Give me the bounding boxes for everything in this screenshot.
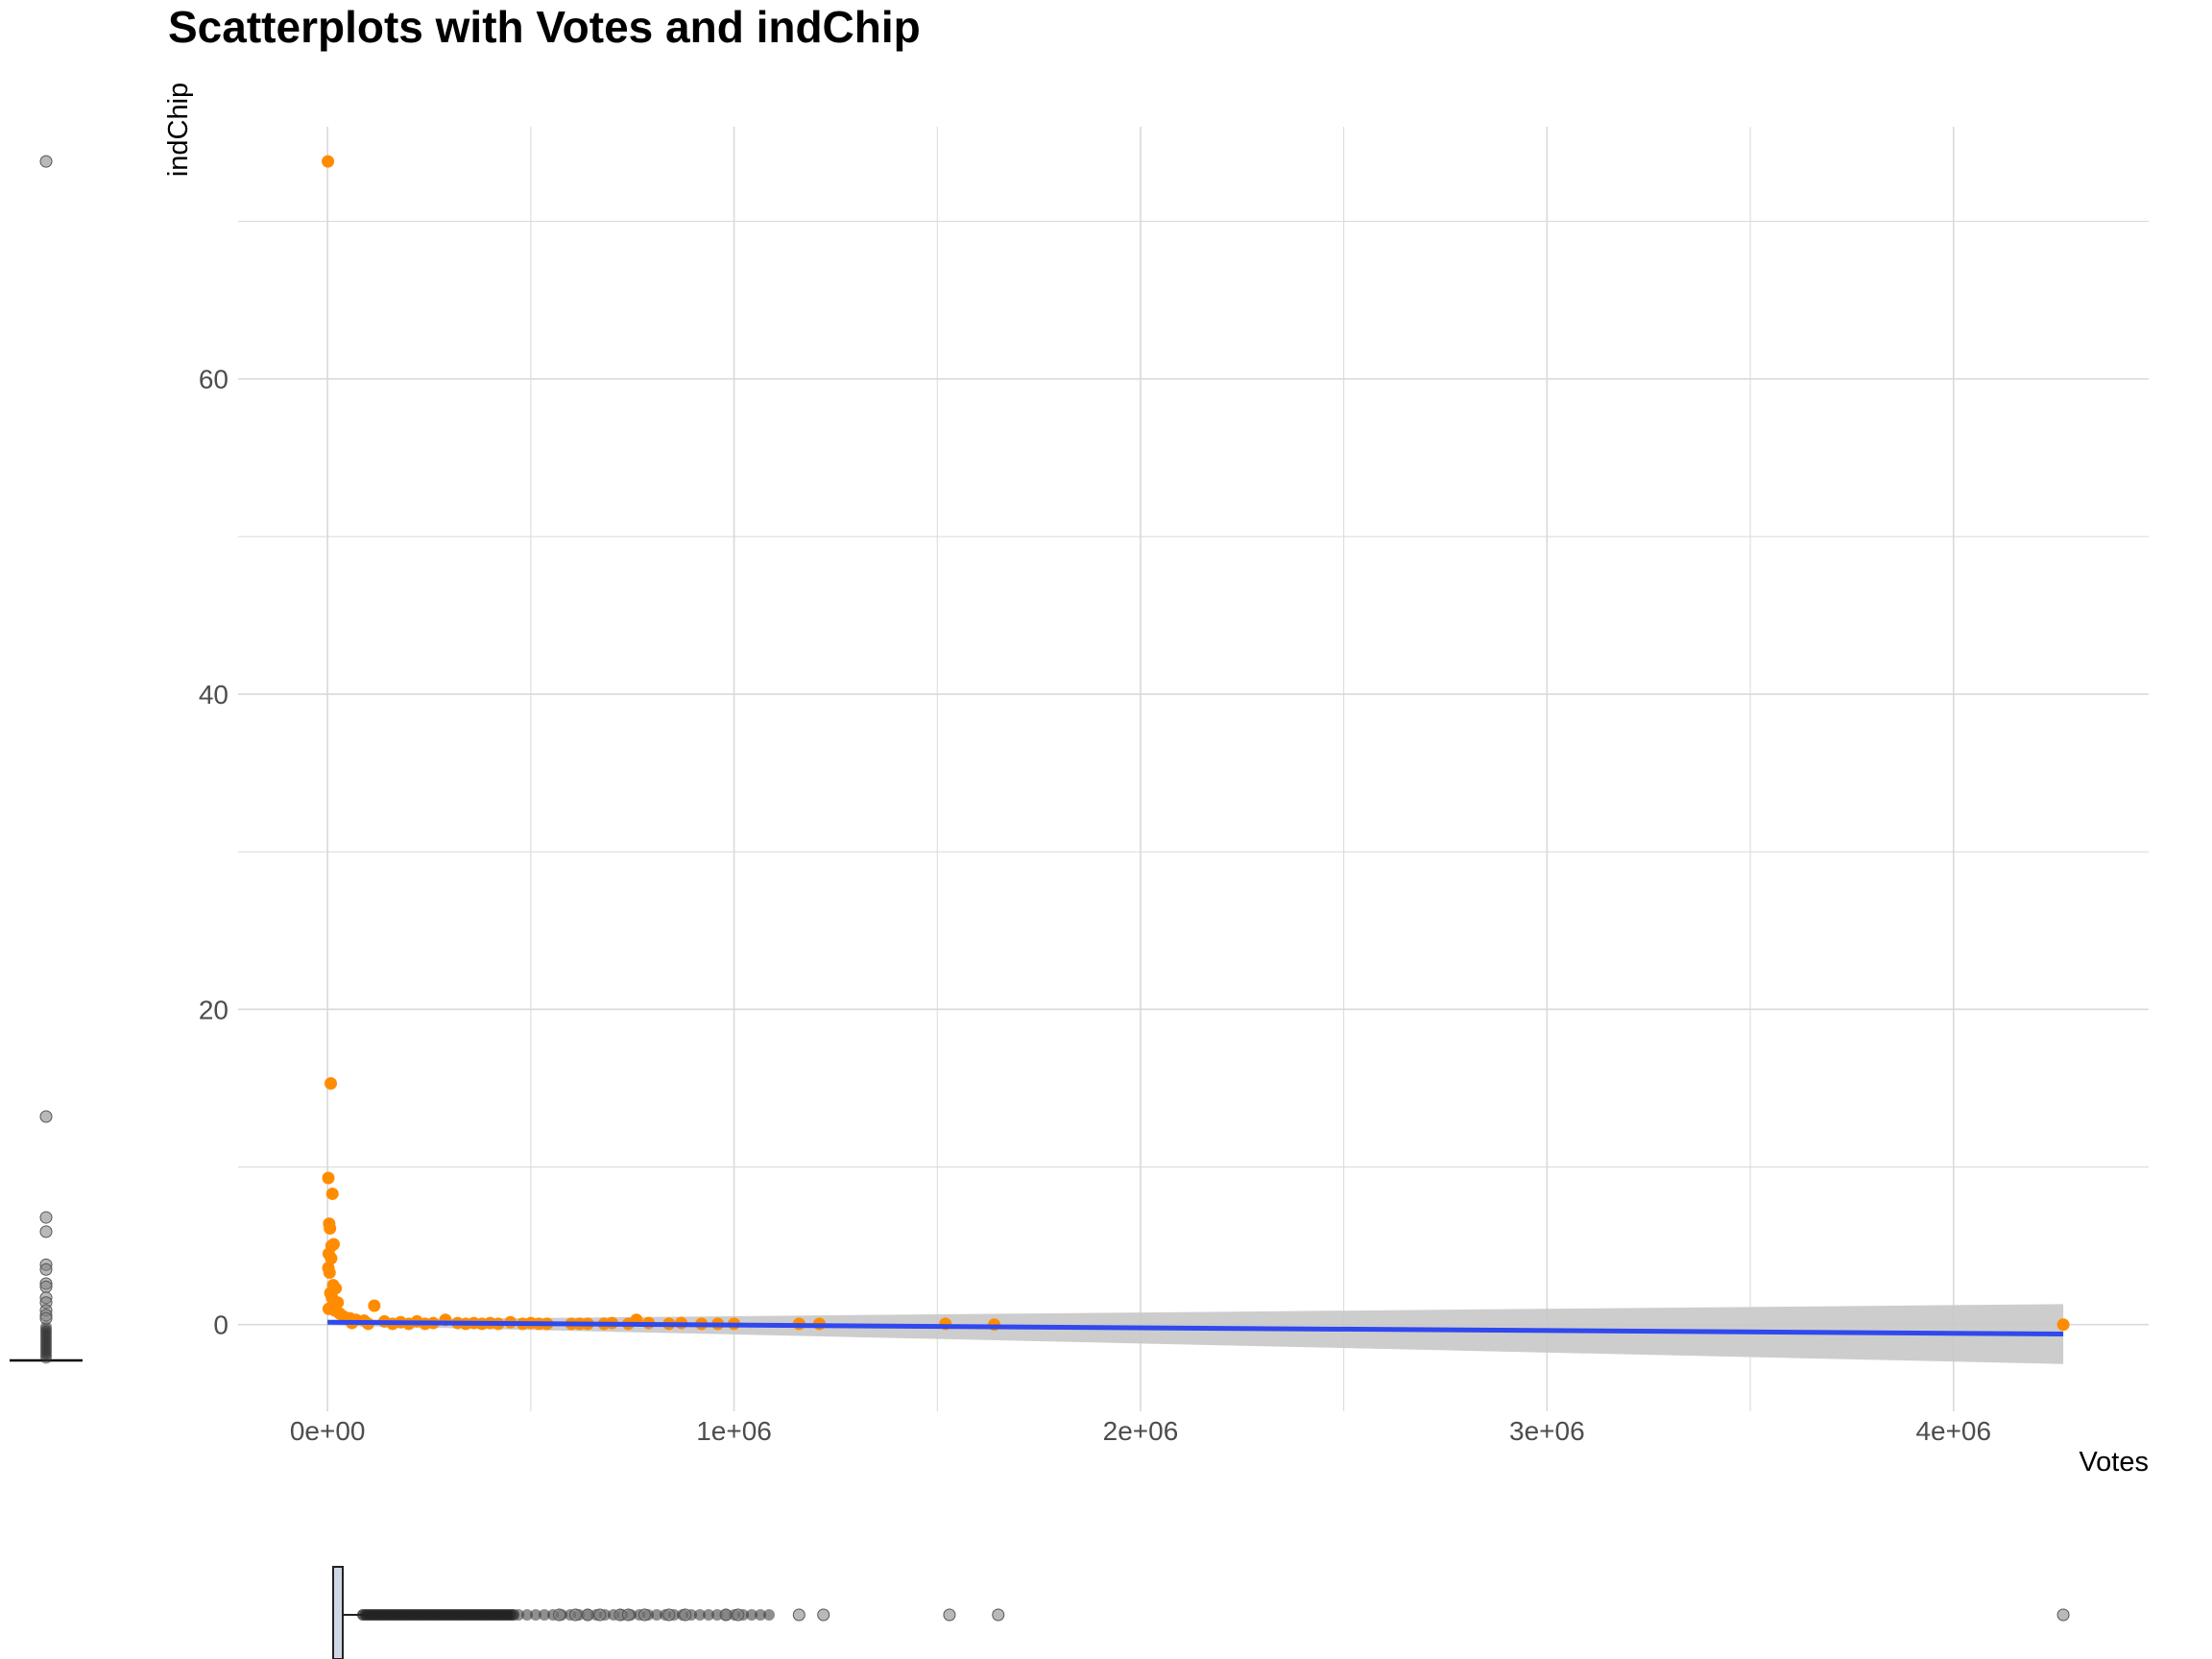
- x-tick-labels: 0e+00 1e+06 2e+06 3e+06 4e+06: [290, 1416, 1991, 1446]
- x-tick-label: 0e+00: [290, 1416, 366, 1446]
- x-tick-label: 4e+06: [1915, 1416, 1991, 1446]
- marginal-x-boxplot: [332, 1566, 2070, 1659]
- data-point: [325, 1077, 338, 1091]
- marginal-x-outlier: [581, 1608, 594, 1622]
- data-point: [325, 1187, 339, 1200]
- marginal-x-outlier: [593, 1608, 607, 1622]
- marginal-x-point: [513, 1609, 524, 1621]
- y-tick-label: 40: [199, 680, 228, 709]
- marginal-y-dense-point: [40, 1352, 52, 1364]
- chart-title: Scatterplots with Votes and indChip: [168, 2, 921, 52]
- marginal-x-outlier: [792, 1608, 805, 1622]
- marginal-y-outlier: [39, 1211, 53, 1224]
- data-point: [324, 1222, 337, 1236]
- marginal-y-outlier: [39, 1110, 53, 1123]
- marginal-y-outlier: [39, 1262, 53, 1276]
- marginal-x-point: [703, 1609, 714, 1621]
- marginal-x-outlier: [621, 1608, 635, 1622]
- scatter-points-layer: [322, 155, 2070, 1332]
- y-tick-label: 0: [213, 1310, 228, 1340]
- x-tick-label: 1e+06: [696, 1416, 772, 1446]
- marginal-x-outlier: [2056, 1608, 2070, 1622]
- y-axis-title: indChip: [163, 83, 194, 177]
- marginal-x-point: [651, 1609, 662, 1621]
- marginal-x-point: [763, 1609, 775, 1621]
- data-point: [322, 155, 335, 168]
- marginal-y-outlier: [39, 1311, 53, 1325]
- marginal-x-outlier: [662, 1608, 676, 1622]
- marginal-x-outlier: [637, 1608, 651, 1622]
- marginal-x-outlier: [992, 1608, 1005, 1622]
- marginal-x-point: [711, 1609, 723, 1621]
- y-tick-label: 60: [199, 365, 228, 395]
- marginal-x-point: [530, 1609, 541, 1621]
- data-point: [327, 1238, 340, 1251]
- marginal-x-box: [332, 1566, 344, 1659]
- data-point: [322, 1171, 335, 1185]
- marginal-x-point: [694, 1609, 706, 1621]
- y-tick-labels: 0 20 40 60: [199, 365, 228, 1340]
- marginal-y-outlier: [39, 155, 53, 168]
- marginal-x-point: [539, 1609, 550, 1621]
- x-tick-label: 2e+06: [1103, 1416, 1179, 1446]
- data-point: [325, 1252, 338, 1265]
- marginal-x-point: [521, 1609, 533, 1621]
- marginal-y-outlier: [39, 1280, 53, 1293]
- confidence-band-layer: [327, 1304, 2064, 1364]
- marginal-x-outlier: [943, 1608, 956, 1622]
- marginal-x-outlier: [679, 1608, 692, 1622]
- marginal-y-boxplot: [10, 155, 83, 1364]
- marginal-x-outlier: [817, 1608, 830, 1622]
- marginal-y-outlier: [39, 1225, 53, 1238]
- confidence-band: [327, 1304, 2064, 1364]
- data-point: [323, 1266, 336, 1280]
- x-tick-label: 3e+06: [1509, 1416, 1585, 1446]
- data-point: [368, 1299, 381, 1312]
- marginal-x-outlier: [568, 1608, 582, 1622]
- marginal-x-point: [755, 1609, 766, 1621]
- fit-line-layer: [327, 1319, 2064, 1337]
- fit-line: [327, 1319, 2064, 1337]
- x-axis-title: Votes: [2079, 1447, 2149, 1478]
- marginal-x-outlier: [719, 1608, 733, 1622]
- y-tick-label: 20: [199, 995, 228, 1024]
- marginal-x-outlier: [732, 1608, 745, 1622]
- grid-layer: [238, 127, 2149, 1411]
- marginal-x-outlier: [552, 1608, 565, 1622]
- data-point: [2056, 1318, 2070, 1332]
- marginal-x-point: [746, 1609, 757, 1621]
